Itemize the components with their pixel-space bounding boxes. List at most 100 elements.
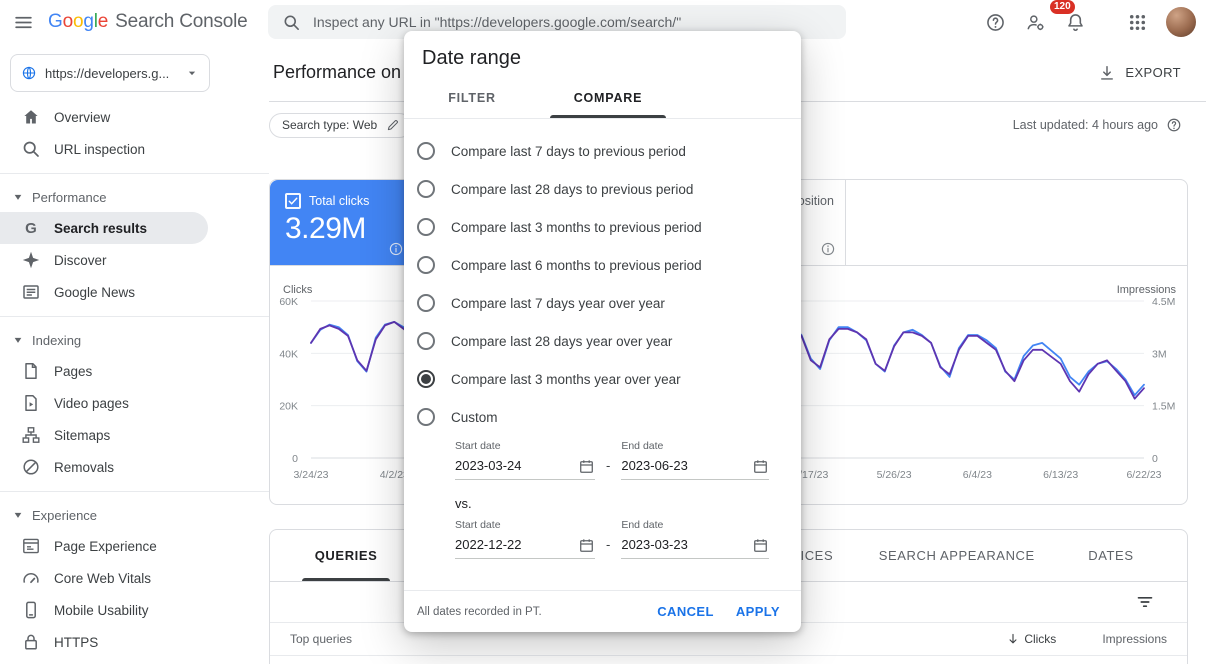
- avatar[interactable]: [1166, 7, 1196, 37]
- sidebar-divider: [0, 316, 269, 317]
- card-checkbox[interactable]: [285, 193, 301, 209]
- sidebar-item-label: Pages: [54, 363, 93, 379]
- metric-card-total-clicks[interactable]: Total clicks 3.29M: [270, 180, 414, 265]
- range2-end-field[interactable]: [621, 533, 770, 559]
- url-inspect-input[interactable]: [313, 14, 832, 30]
- column-top-queries[interactable]: Top queries: [290, 632, 353, 646]
- sidebar-item-discover[interactable]: Discover: [0, 244, 208, 276]
- sort-desc-icon: [1006, 632, 1020, 646]
- notification-badge: 120: [1050, 0, 1075, 14]
- removals-icon: [21, 457, 41, 477]
- tab-dates[interactable]: DATES: [1088, 548, 1134, 563]
- numeric-columns: Clicks Impressions: [1006, 632, 1167, 646]
- apps-button[interactable]: [1118, 3, 1156, 41]
- calendar-icon[interactable]: [752, 458, 769, 475]
- compare-option-compare-last-3-months-year-over-year[interactable]: Compare last 3 months year over year: [404, 360, 801, 398]
- filter-button[interactable]: [1129, 586, 1161, 618]
- help-button[interactable]: [976, 3, 1014, 41]
- sidebar-divider: [0, 491, 269, 492]
- compare-option-label: Compare last 28 days to previous period: [451, 181, 694, 197]
- info-icon[interactable]: [388, 241, 404, 257]
- search-type-chip-label: Search type: Web: [282, 118, 378, 132]
- sidebar-item-label: Video pages: [54, 395, 129, 411]
- compare-option-label: Compare last 28 days year over year: [451, 333, 673, 349]
- dialog-footer: All dates recorded in PT. CANCEL APPLY: [404, 591, 801, 632]
- left-axis-tick: 20K: [279, 401, 298, 413]
- settings-button[interactable]: [1016, 3, 1054, 41]
- sidebar-item-mobile-usability[interactable]: Mobile Usability: [0, 594, 208, 626]
- chevron-down-icon: [185, 66, 199, 80]
- range1-end-input[interactable]: [621, 458, 753, 479]
- sidebar-section-performance[interactable]: Performance: [0, 182, 269, 212]
- cancel-button[interactable]: CANCEL: [646, 596, 725, 627]
- range1-end-field[interactable]: [621, 454, 770, 480]
- sidebar-item-label: Sitemaps: [54, 427, 111, 443]
- news-icon: [21, 282, 41, 302]
- tab-search-appearance[interactable]: SEARCH APPEARANCE: [878, 548, 1035, 563]
- tab-filter[interactable]: FILTER: [448, 91, 496, 105]
- user-settings-icon: [1025, 12, 1046, 33]
- home-icon: [21, 107, 41, 127]
- sidebar-item-pages[interactable]: Pages: [0, 355, 208, 387]
- info-icon[interactable]: [820, 241, 836, 257]
- range2-start-field[interactable]: [455, 533, 595, 559]
- compare-option-compare-last-7-days-year-over-year[interactable]: Compare last 7 days year over year: [404, 284, 801, 322]
- date-range-dash: -: [606, 458, 611, 473]
- compare-option-custom[interactable]: Custom: [404, 398, 801, 436]
- sidebar-item-overview[interactable]: Overview: [0, 101, 208, 133]
- sidebar-item-core-web-vitals[interactable]: Core Web Vitals: [0, 562, 208, 594]
- radio-icon: [417, 332, 435, 350]
- sidebar-item-page-experience[interactable]: Page Experience: [0, 530, 208, 562]
- right-axis-tick: 4.5M: [1152, 296, 1175, 308]
- range2-end-input[interactable]: [621, 537, 753, 558]
- x-axis-tick: 4/2/23: [380, 469, 409, 481]
- export-button[interactable]: EXPORT: [1098, 64, 1181, 82]
- calendar-icon[interactable]: [578, 458, 595, 475]
- dialog-tabs: FILTER COMPARE: [404, 77, 801, 119]
- edit-pencil-icon: [386, 118, 400, 132]
- range2-start-input[interactable]: [455, 537, 578, 558]
- compare-option-compare-last-7-days-to-previous-period[interactable]: Compare last 7 days to previous period: [404, 132, 801, 170]
- tab-compare[interactable]: COMPARE: [540, 77, 676, 118]
- sidebar-item-video-pages[interactable]: Video pages: [0, 387, 208, 419]
- search-icon: [21, 139, 41, 159]
- sidebar-item-https[interactable]: HTTPS: [0, 626, 208, 658]
- x-axis-tick: 6/4/23: [963, 469, 992, 481]
- compare-option-compare-last-28-days-year-over-year[interactable]: Compare last 28 days year over year: [404, 322, 801, 360]
- section-label: Performance: [32, 189, 107, 205]
- compare-options-list: Compare last 7 days to previous period Co…: [404, 119, 801, 436]
- compare-option-compare-last-28-days-to-previous-period[interactable]: Compare last 28 days to previous period: [404, 170, 801, 208]
- tab-queries[interactable]: QUERIES: [270, 530, 422, 581]
- sidebar-item-url-inspection[interactable]: URL inspection: [0, 133, 208, 165]
- property-selector[interactable]: https://developers.g...: [10, 54, 210, 92]
- sidebar-item-search-results[interactable]: G Search results: [0, 212, 208, 244]
- compare-option-label: Compare last 3 months year over year: [451, 371, 681, 387]
- sidebar-section-indexing[interactable]: Indexing: [0, 325, 269, 355]
- search-icon: [282, 13, 301, 32]
- range1-start-field-group: Start date: [455, 440, 595, 480]
- custom-date-section: Start date - End date vs.: [404, 436, 801, 559]
- last-updated-help-icon[interactable]: [1166, 117, 1182, 133]
- sidebar-item-google-news[interactable]: Google News: [0, 276, 208, 308]
- vs-label: vs.: [455, 496, 472, 511]
- notifications-button[interactable]: 120: [1050, 0, 1094, 41]
- compare-option-compare-last-3-months-to-previous-period[interactable]: Compare last 3 months to previous period: [404, 208, 801, 246]
- core-web-vitals-icon: [21, 568, 41, 588]
- range1-start-input[interactable]: [455, 458, 578, 479]
- range1-start-field[interactable]: [455, 454, 595, 480]
- app-logo[interactable]: Google Search Console: [48, 11, 248, 33]
- column-clicks[interactable]: Clicks: [1006, 632, 1056, 646]
- download-icon: [1098, 64, 1116, 82]
- calendar-icon[interactable]: [752, 537, 769, 554]
- column-impressions[interactable]: Impressions: [1102, 632, 1167, 646]
- menu-button[interactable]: [4, 3, 42, 41]
- card-label: Total clicks: [309, 194, 370, 208]
- search-type-chip[interactable]: Search type: Web: [269, 112, 413, 138]
- compare-option-compare-last-6-months-to-previous-period[interactable]: Compare last 6 months to previous period: [404, 246, 801, 284]
- sidebar-section-experience[interactable]: Experience: [0, 500, 269, 530]
- calendar-icon[interactable]: [578, 537, 595, 554]
- apply-button[interactable]: APPLY: [725, 596, 791, 627]
- right-axis-tick: 0: [1152, 453, 1158, 465]
- sidebar-item-sitemaps[interactable]: Sitemaps: [0, 419, 208, 451]
- sidebar-item-removals[interactable]: Removals: [0, 451, 208, 483]
